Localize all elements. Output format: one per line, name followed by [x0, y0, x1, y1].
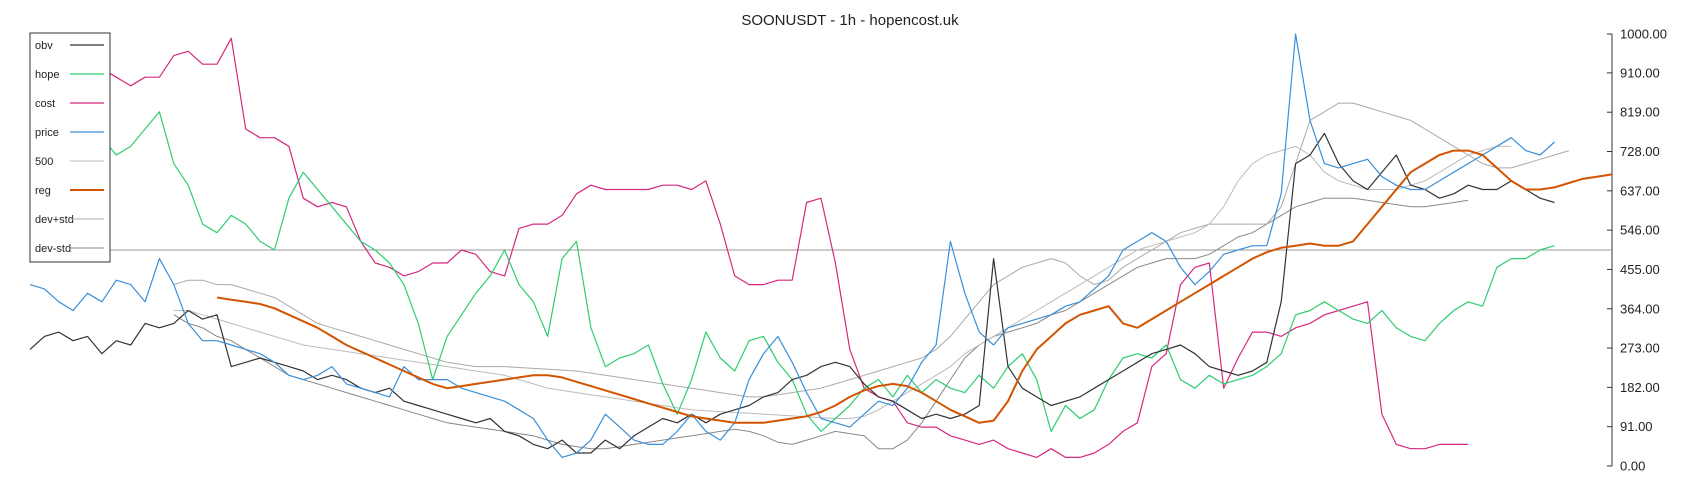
- y-tick-label: 1000.00: [1620, 27, 1667, 42]
- legend-label: obv: [35, 40, 53, 52]
- y-tick-label: 910.00: [1620, 65, 1660, 80]
- legend-label: price: [35, 127, 59, 139]
- series-line-reg: [216, 149, 1613, 424]
- y-tick-label: 364.00: [1620, 301, 1660, 316]
- legend-label: reg: [35, 185, 51, 197]
- y-tick-label: 819.00: [1620, 105, 1660, 120]
- legend-label: cost: [35, 98, 55, 110]
- series-line-price: [29, 33, 1555, 458]
- series-line-cost: [29, 37, 1469, 458]
- y-tick-label: 455.00: [1620, 262, 1660, 277]
- chart-title: SOONUSDT - 1h - hopencost.uk: [741, 12, 959, 29]
- series-line-dev-std: [173, 102, 1570, 398]
- y-axis-ticks: 1000.00 910.00 819.00 728.00 637.00 546.00 455…: [1607, 27, 1667, 474]
- y-tick-label: 273.00: [1620, 341, 1660, 356]
- y-tick-label: 182.00: [1620, 380, 1660, 395]
- series-line-500: [173, 145, 1512, 419]
- legend-label: hope: [35, 69, 59, 81]
- legend-label: dev+std: [35, 214, 74, 226]
- series-line-dev-std: [173, 197, 1469, 450]
- y-tick-label: 91.00: [1620, 419, 1653, 434]
- legend-label: 500: [35, 156, 53, 168]
- y-tick-label: 0.00: [1620, 459, 1645, 474]
- legend-box: [29, 32, 111, 263]
- y-tick-label: 637.00: [1620, 183, 1660, 198]
- legend: obv hope cost price 500 reg dev+std dev-std: [29, 32, 111, 263]
- legend-label: dev-std: [35, 243, 71, 255]
- y-tick-label: 728.00: [1620, 144, 1660, 159]
- y-tick-label: 546.00: [1620, 223, 1660, 238]
- series-group: [29, 33, 1613, 458]
- series-line-obv: [29, 132, 1555, 454]
